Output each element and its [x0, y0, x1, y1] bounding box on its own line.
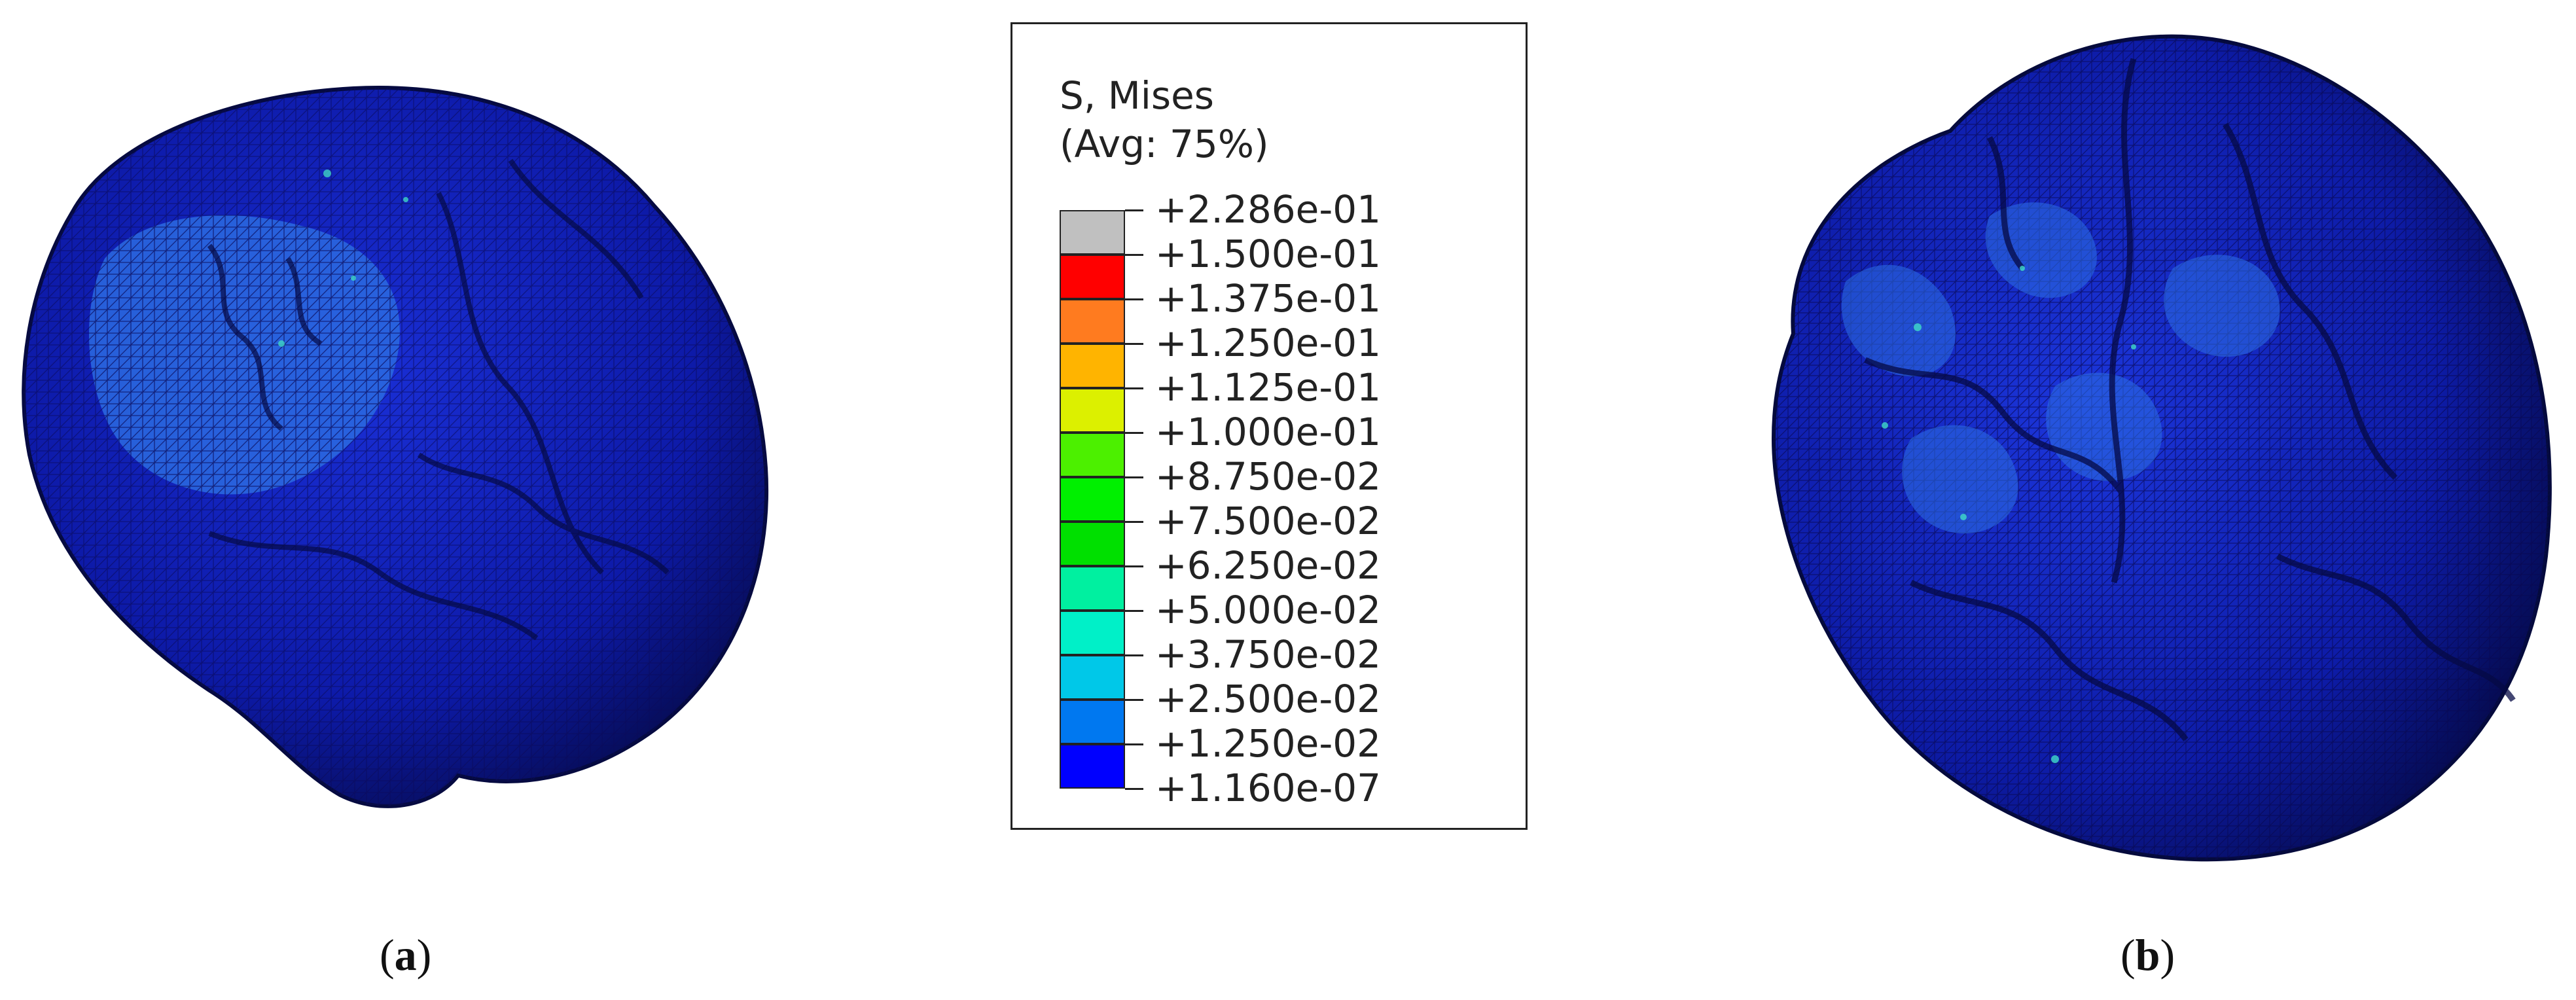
- legend-swatch: [1060, 566, 1125, 611]
- legend-tick: [1125, 610, 1143, 612]
- caption-a: (a): [380, 930, 432, 980]
- brain-model-b: [1715, 20, 2566, 897]
- legend-swatch: [1060, 255, 1125, 299]
- legend-tick: [1125, 521, 1143, 523]
- legend-title-averaging: (Avg: 75%): [1060, 122, 1269, 166]
- legend-tick-label: +1.500e-01: [1155, 232, 1382, 276]
- legend-swatch: [1060, 655, 1125, 700]
- legend-tick-label: +6.250e-02: [1155, 543, 1382, 588]
- legend-tick-label: +1.000e-01: [1155, 410, 1382, 454]
- legend-tick: [1125, 654, 1143, 656]
- legend-tick: [1125, 565, 1143, 567]
- legend-swatch: [1060, 744, 1125, 789]
- legend-tick: [1125, 432, 1143, 434]
- legend-swatch: [1060, 388, 1125, 433]
- legend-tick: [1125, 343, 1143, 345]
- legend-swatch: [1060, 210, 1125, 255]
- legend-tick-label: +3.750e-02: [1155, 632, 1382, 677]
- legend-tick-label: +1.250e-02: [1155, 721, 1382, 766]
- legend-swatch: [1060, 477, 1125, 522]
- legend-tick-label: +1.375e-01: [1155, 276, 1382, 321]
- legend-tick: [1125, 254, 1143, 256]
- legend-tick-label: +5.000e-02: [1155, 588, 1382, 632]
- contour-legend: S, Mises (Avg: 75%) +2.286e-01 +1.500e-01…: [1011, 22, 1528, 830]
- legend-tick-label: +7.500e-02: [1155, 499, 1382, 543]
- legend-swatch: [1060, 344, 1125, 388]
- legend-swatch: [1060, 299, 1125, 344]
- legend-tick: [1125, 788, 1143, 790]
- caption-b: (b): [2120, 930, 2175, 980]
- brain-model-a: [13, 62, 785, 834]
- legend-tick-label: +1.160e-07: [1155, 766, 1382, 810]
- legend-tick: [1125, 387, 1143, 389]
- legend-tick-label: +1.250e-01: [1155, 321, 1382, 365]
- legend-tick-label: +2.500e-02: [1155, 677, 1382, 721]
- legend-tick: [1125, 699, 1143, 701]
- legend-tick: [1125, 298, 1143, 300]
- legend-swatch: [1060, 433, 1125, 477]
- legend-swatch: [1060, 522, 1125, 566]
- legend-tick: [1125, 209, 1143, 211]
- legend-tick: [1125, 476, 1143, 478]
- legend-tick-label: +8.750e-02: [1155, 454, 1382, 499]
- legend-tick: [1125, 743, 1143, 745]
- legend-tick-label: +1.125e-01: [1155, 365, 1382, 410]
- legend-tick-label: +2.286e-01: [1155, 187, 1382, 232]
- legend-swatch: [1060, 700, 1125, 744]
- legend-swatch: [1060, 611, 1125, 655]
- legend-title-variable: S, Mises: [1060, 73, 1214, 118]
- legend-title: S, Mises (Avg: 75%): [1060, 71, 1269, 168]
